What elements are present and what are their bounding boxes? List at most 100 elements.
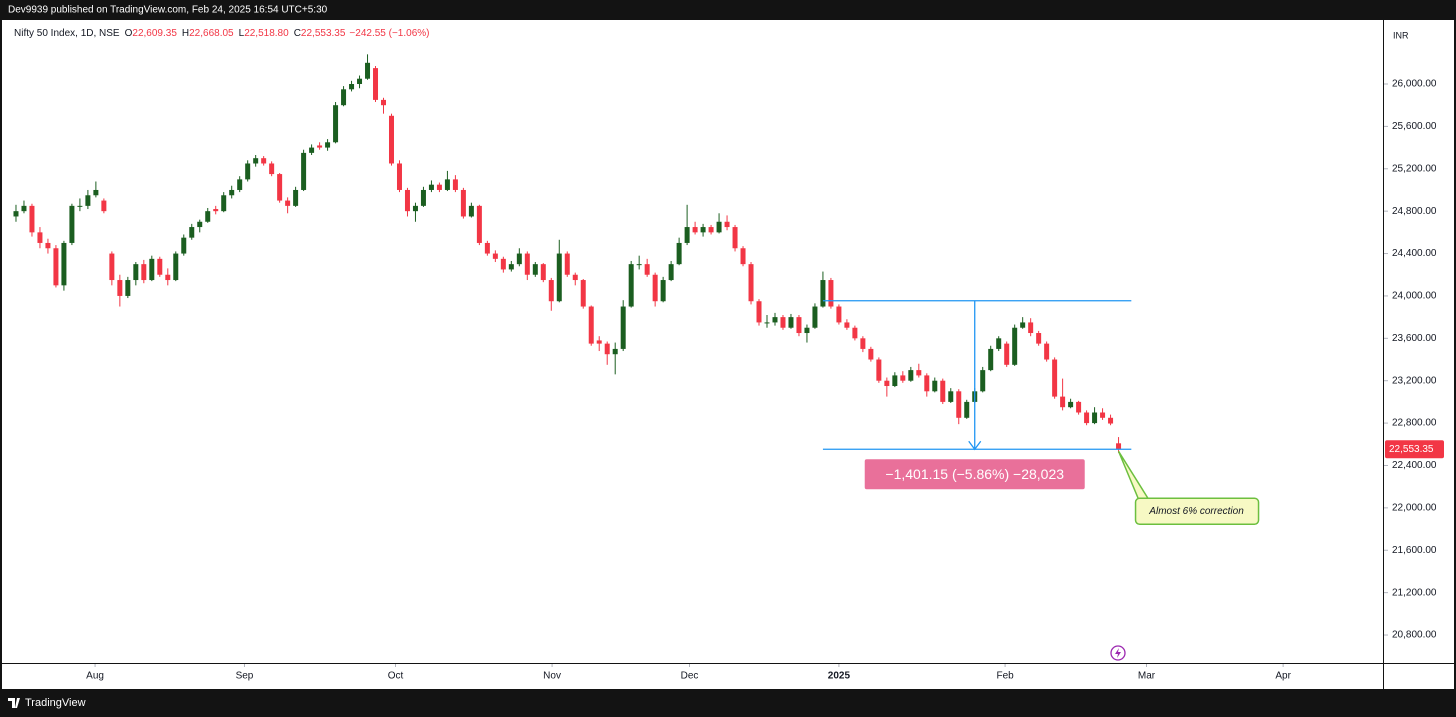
candle-body bbox=[77, 205, 83, 207]
candle-body bbox=[660, 280, 666, 302]
candle-body bbox=[1060, 396, 1066, 408]
candle-body bbox=[564, 253, 570, 275]
candle-body bbox=[1068, 401, 1074, 408]
candle-body bbox=[932, 380, 938, 392]
candle-body bbox=[428, 184, 434, 190]
legend-symbol: Nifty 50 Index, 1D, NSE bbox=[14, 28, 120, 39]
candle-body bbox=[900, 375, 906, 381]
candle-body bbox=[301, 152, 307, 190]
candle-body bbox=[325, 142, 331, 148]
candle-body bbox=[540, 264, 546, 281]
candle-body bbox=[420, 189, 426, 206]
brand: TradingView bbox=[25, 697, 86, 709]
last-price-label: 22,553.35 bbox=[1389, 444, 1434, 455]
candle-body bbox=[796, 317, 802, 334]
measure-label: −1,401.15 (−5.86%) −28,023 bbox=[885, 466, 1064, 482]
y-tick-label: 25,600.00 bbox=[1392, 121, 1437, 132]
candle-body bbox=[756, 301, 762, 323]
candle-body bbox=[492, 253, 498, 259]
y-tick-label: 24,000.00 bbox=[1392, 291, 1437, 302]
y-tick-label: 20,800.00 bbox=[1392, 630, 1437, 641]
candle-body bbox=[996, 338, 1002, 349]
candle-body bbox=[125, 280, 131, 296]
y-tick-label: 21,200.00 bbox=[1392, 587, 1437, 598]
candle-body bbox=[1076, 401, 1082, 413]
legend-value: 22,609.35 bbox=[132, 28, 177, 39]
candle-body bbox=[948, 391, 954, 402]
measure-box bbox=[864, 459, 1085, 490]
candle-body bbox=[221, 195, 227, 212]
x-tick-label: Mar bbox=[1138, 671, 1156, 682]
candle-body bbox=[197, 221, 203, 228]
candle-body bbox=[764, 322, 770, 324]
candle-body bbox=[516, 253, 522, 265]
candle-body bbox=[980, 370, 986, 392]
candle-body bbox=[500, 258, 506, 270]
price-axis bbox=[1384, 20, 1454, 663]
candle-body bbox=[548, 280, 554, 302]
candle-body bbox=[317, 145, 323, 148]
candle-body bbox=[1084, 412, 1090, 424]
candle-body bbox=[21, 205, 27, 212]
candle-body bbox=[924, 375, 930, 392]
candle-body bbox=[964, 401, 970, 418]
candle-body bbox=[173, 253, 179, 281]
event-icon bbox=[1110, 645, 1126, 661]
candle-body bbox=[836, 306, 842, 323]
candle-body bbox=[988, 348, 994, 371]
candle-body bbox=[732, 227, 738, 249]
candle-body bbox=[45, 242, 51, 249]
candle-body bbox=[892, 375, 898, 387]
candle-body bbox=[61, 242, 67, 286]
candle-body bbox=[117, 280, 123, 296]
candle-body bbox=[309, 147, 315, 153]
candle-body bbox=[1116, 443, 1122, 450]
chart-title: Dev9939 published on TradingView.com, Fe… bbox=[8, 5, 328, 16]
candle-body bbox=[29, 205, 35, 233]
candle-body bbox=[133, 264, 139, 281]
candle-body bbox=[740, 248, 746, 265]
candle-body bbox=[277, 174, 283, 201]
candle-body bbox=[748, 264, 754, 302]
candle-body bbox=[165, 274, 171, 281]
candle-body bbox=[940, 380, 946, 402]
callout-box bbox=[1134, 497, 1260, 525]
x-tick-label: Aug bbox=[86, 671, 104, 682]
candle-body bbox=[1092, 412, 1098, 424]
candle-body bbox=[476, 205, 482, 243]
candle-body bbox=[524, 253, 530, 275]
candle-body bbox=[69, 205, 75, 243]
y-tick-label: 24,800.00 bbox=[1392, 206, 1437, 217]
candle-body bbox=[852, 327, 858, 339]
x-tick-label: Feb bbox=[996, 671, 1014, 682]
candle-body bbox=[157, 258, 163, 275]
y-tick-label: 22,000.00 bbox=[1392, 503, 1437, 514]
candle-body bbox=[636, 264, 642, 266]
x-tick-label: Sep bbox=[236, 671, 254, 682]
callout-text: Almost 6% correction bbox=[1148, 506, 1244, 517]
candle-body bbox=[85, 195, 91, 206]
candle-body bbox=[588, 306, 594, 344]
y-tick-label: 26,000.00 bbox=[1392, 79, 1437, 90]
measure-arrowhead bbox=[968, 440, 982, 451]
candle-body bbox=[285, 200, 291, 206]
candle-body bbox=[349, 84, 355, 90]
currency: INR bbox=[1393, 30, 1409, 40]
time-axis bbox=[2, 664, 1383, 689]
candle-body bbox=[1004, 343, 1010, 365]
candle-body bbox=[572, 274, 578, 281]
candle-body bbox=[868, 348, 874, 360]
candle-body bbox=[444, 179, 450, 190]
candle-body bbox=[844, 322, 850, 328]
candle-body bbox=[396, 163, 402, 190]
candle-body bbox=[812, 306, 818, 328]
legend: Nifty 50 Index, 1D, NSE O22,609.35 H22,668… bbox=[14, 28, 429, 39]
candle-body bbox=[404, 189, 410, 212]
candle-body bbox=[620, 306, 626, 349]
candle-body bbox=[532, 264, 538, 275]
y-tick-label: 23,600.00 bbox=[1392, 333, 1437, 344]
candle-body bbox=[1108, 417, 1114, 424]
candle-body bbox=[828, 280, 834, 307]
x-tick-label: Oct bbox=[388, 671, 404, 682]
